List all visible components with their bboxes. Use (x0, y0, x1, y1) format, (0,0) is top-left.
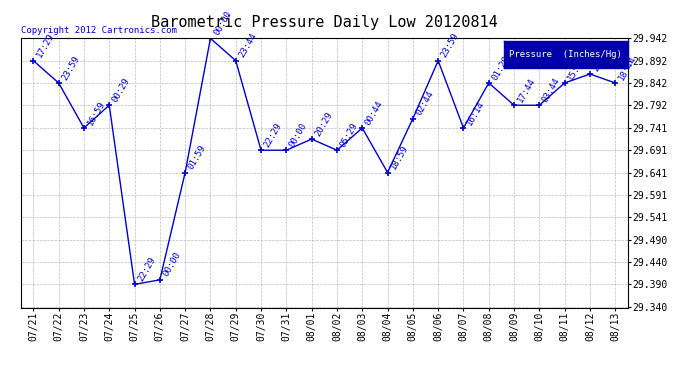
Text: 00:44: 00:44 (364, 99, 385, 126)
Text: 00:29: 00:29 (110, 76, 132, 104)
Text: Pressure  (Inches/Hg): Pressure (Inches/Hg) (509, 50, 622, 59)
Text: 23:59: 23:59 (440, 32, 461, 59)
Text: 02:44: 02:44 (414, 89, 435, 117)
Text: 23:44: 23:44 (237, 32, 258, 59)
Text: 20:14: 20:14 (591, 45, 613, 73)
Text: 18:59: 18:59 (389, 143, 410, 171)
Text: 16:59: 16:59 (86, 99, 106, 126)
Text: 23:59: 23:59 (60, 54, 81, 81)
Text: 01:29: 01:29 (490, 54, 511, 81)
Text: 22:29: 22:29 (262, 121, 284, 149)
Text: 15:44: 15:44 (566, 54, 587, 81)
Text: 00:00: 00:00 (288, 121, 309, 149)
Text: 20:29: 20:29 (313, 110, 334, 138)
Text: 16:14: 16:14 (465, 99, 486, 126)
Text: 22:29: 22:29 (136, 255, 157, 283)
Text: 03:44: 03:44 (541, 76, 562, 104)
Text: 00:00: 00:00 (161, 251, 182, 279)
Text: Copyright 2012 Cartronics.com: Copyright 2012 Cartronics.com (21, 26, 177, 35)
Text: 18:44: 18:44 (617, 54, 638, 81)
Text: 05:29: 05:29 (338, 121, 359, 149)
Text: 17:29: 17:29 (34, 32, 56, 59)
Text: 01:59: 01:59 (186, 143, 208, 171)
Text: 17:44: 17:44 (515, 76, 537, 104)
Text: Barometric Pressure Daily Low 20120814: Barometric Pressure Daily Low 20120814 (151, 15, 497, 30)
Text: 00:00: 00:00 (212, 9, 233, 37)
